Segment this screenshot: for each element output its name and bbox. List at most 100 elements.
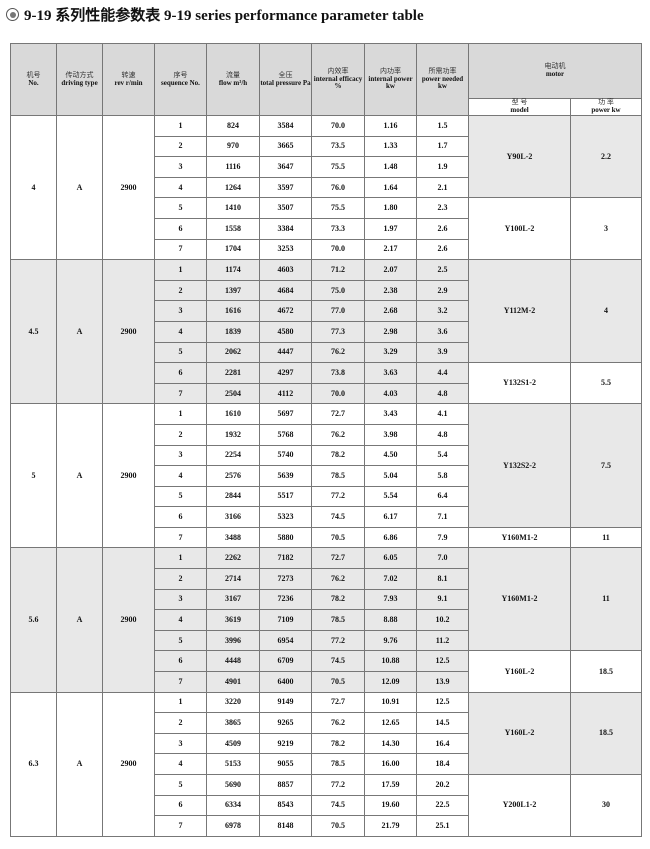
motor-model-cell: Y160M1-2	[468, 547, 571, 652]
pressure-cell: 4297	[259, 362, 312, 384]
table-row: 5 5690 8857 77.2 17.59 20.2 Y200L1-2 30	[11, 774, 642, 837]
internal-power-cell: 16.00	[364, 753, 417, 775]
flow-cell: 3220	[206, 691, 260, 714]
column-header: 所需功率 power needed kw	[416, 43, 469, 116]
header-en: flow m³/h	[218, 78, 248, 87]
table-row: 7 4901 6400 70.5 12.09 13.9	[11, 671, 642, 693]
motor-model-cell: Y90L-2	[468, 114, 571, 199]
header-en: driving type	[61, 78, 98, 87]
internal-power-cell: 10.88	[364, 650, 417, 673]
power-needed-cell: 22.5	[416, 794, 469, 817]
header-en: power kw	[591, 106, 621, 114]
sequence-cell: 7	[154, 382, 207, 405]
flow-cell: 1174	[206, 259, 260, 281]
table-row: 3 1616 4672 77.0 2.68 3.2	[11, 300, 642, 322]
power-needed-cell: 10.2	[416, 609, 469, 631]
motor-model-cell: Y100L-2	[468, 197, 571, 261]
motor-power-cell: 4	[570, 259, 642, 364]
power-needed-cell: 2.9	[416, 279, 469, 302]
motor-power-cell: 18.5	[570, 691, 642, 776]
motor-power-cell: 18.5	[570, 650, 642, 693]
sequence-cell: 6	[154, 650, 207, 673]
header-en: No.	[28, 78, 39, 87]
pressure-cell: 9219	[259, 732, 312, 755]
internal-power-cell: 5.04	[364, 465, 417, 487]
table-row: 2 1932 5768 76.2 3.98 4.8	[11, 423, 642, 446]
flow-cell: 1264	[206, 176, 260, 199]
motor-model-cell: Y200L1-2	[468, 774, 571, 837]
sequence-cell: 6	[154, 506, 207, 528]
sequence-cell: 3	[154, 732, 207, 755]
pressure-cell: 4447	[259, 341, 312, 364]
table-row: 5 2844 5517 77.2 5.54 6.4	[11, 485, 642, 508]
flow-cell: 4448	[206, 650, 260, 673]
table-row: 6 1558 3384 73.3 1.97 2.6	[11, 217, 642, 240]
flow-cell: 1704	[206, 238, 260, 261]
target-circle-icon	[6, 8, 19, 21]
sequence-cell: 1	[154, 547, 207, 570]
sequence-cell: 4	[154, 753, 207, 775]
power-needed-cell: 5.4	[416, 444, 469, 467]
pressure-cell: 6954	[259, 629, 312, 652]
pressure-cell: 3584	[259, 115, 312, 137]
column-header: 机号 No.	[10, 43, 57, 116]
pressure-cell: 3665	[259, 135, 312, 158]
internal-power-cell: 10.91	[364, 691, 417, 714]
fan-no-cell: 5	[10, 403, 57, 549]
header-cn: 序号	[173, 70, 188, 79]
page-title: 9-19 系列性能参数表 9-19 series performance par…	[6, 4, 424, 25]
pressure-cell: 9265	[259, 712, 312, 734]
efficiency-cell: 72.7	[311, 691, 365, 714]
sequence-cell: 1	[154, 115, 207, 137]
efficiency-cell: 72.7	[311, 403, 365, 425]
pressure-cell: 5517	[259, 485, 312, 508]
flow-cell: 2576	[206, 465, 260, 487]
fan-no-cell: 6.3	[10, 691, 57, 837]
power-needed-cell: 2.6	[416, 238, 469, 261]
table-row: 4.5 A 2900 1 1174 4603 71.2 2.07 2.5 Y112M-2 4	[10, 259, 642, 405]
efficiency-cell: 77.2	[311, 774, 365, 796]
motor-header: 电动机 motor	[468, 43, 642, 99]
power-needed-cell: 4.4	[416, 362, 469, 384]
driving-type-cell: A	[56, 547, 103, 693]
internal-power-cell: 12.09	[364, 671, 417, 693]
flow-cell: 1932	[206, 423, 260, 446]
power-needed-cell: 1.5	[416, 115, 469, 137]
sequence-cell: 2	[154, 712, 207, 734]
power-needed-cell: 2.6	[416, 217, 469, 240]
power-needed-cell: 7.9	[416, 526, 469, 549]
power-needed-cell: 8.1	[416, 568, 469, 590]
sequence-cell: 2	[154, 423, 207, 446]
pressure-cell: 8543	[259, 794, 312, 817]
power-needed-cell: 16.4	[416, 732, 469, 755]
header-en: internal efficacy %	[313, 74, 363, 91]
flow-cell: 6334	[206, 794, 260, 817]
power-needed-cell: 4.1	[416, 403, 469, 425]
header-en: sequence No.	[161, 78, 200, 87]
driving-type-cell: A	[56, 114, 103, 261]
model-header: 型 号 model	[468, 98, 571, 116]
power-needed-cell: 1.9	[416, 156, 469, 178]
sequence-cell: 5	[154, 197, 207, 219]
sequence-cell: 7	[154, 671, 207, 693]
table-row: 4 1264 3597 76.0 1.64 2.1	[11, 176, 642, 199]
sequence-cell: 5	[154, 485, 207, 508]
sequence-cell: 4	[154, 320, 207, 343]
motor-model-cell: Y132S2-2	[468, 403, 571, 528]
pressure-cell: 3507	[259, 197, 312, 219]
column-header: 内功率 internal power kw	[364, 43, 417, 116]
pressure-cell: 5639	[259, 465, 312, 487]
internal-power-cell: 19.60	[364, 794, 417, 817]
flow-cell: 2844	[206, 485, 260, 508]
table-row: 2 970 3665 73.5 1.33 1.7	[11, 135, 642, 158]
power-needed-cell: 1.7	[416, 135, 469, 158]
motor-power-cell: 11	[570, 526, 642, 549]
rev-cell: 2900	[102, 114, 155, 261]
sequence-cell: 5	[154, 629, 207, 652]
column-header: 内效率 internal efficacy %	[311, 43, 365, 116]
efficiency-cell: 70.0	[311, 115, 365, 137]
power-needed-cell: 3.2	[416, 300, 469, 322]
flow-cell: 5153	[206, 753, 260, 775]
pressure-cell: 3384	[259, 217, 312, 240]
pressure-cell: 5697	[259, 403, 312, 425]
